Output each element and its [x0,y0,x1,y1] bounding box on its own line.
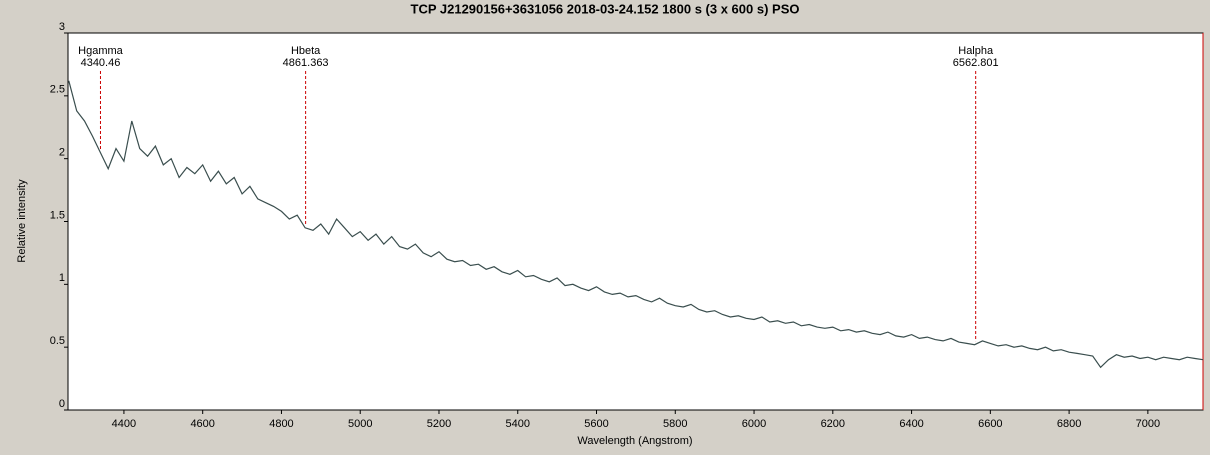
x-tick-label: 4400 [112,418,136,430]
y-tick-label: 2 [59,147,65,159]
x-tick-label: 6000 [742,418,766,430]
annotation-name: Halpha [958,45,994,57]
annotation-value: 4861.363 [283,57,329,69]
x-tick-label: 4600 [190,418,214,430]
plot-area [67,32,1204,411]
y-tick-label: 0 [59,398,65,410]
annotation-name: Hgamma [78,45,124,57]
y-tick-label: 2.5 [50,84,65,96]
y-tick-label: 0.5 [50,335,65,347]
x-tick-label: 4800 [269,418,293,430]
chart-title: TCP J21290156+3631056 2018-03-24.152 180… [411,1,800,16]
y-tick-label: 3 [59,21,65,33]
x-tick-label: 5200 [427,418,451,430]
x-tick-label: 5000 [348,418,372,430]
x-tick-label: 5600 [584,418,608,430]
x-axis-label: Wavelength (Angstrom) [577,435,692,447]
x-tick-label: 5800 [663,418,687,430]
x-tick-label: 6600 [978,418,1002,430]
annotation-value: 6562.801 [953,57,999,69]
annotation-value: 4340.46 [81,57,121,69]
y-tick-label: 1 [59,272,65,284]
x-tick-label: 6200 [821,418,845,430]
y-axis-label: Relative intensity [16,179,28,263]
spectrum-line [68,80,1204,369]
x-tick-label: 7000 [1136,418,1160,430]
x-tick-label: 6400 [899,418,923,430]
annotation-name: Hbeta [291,45,321,57]
x-tick-label: 6800 [1057,418,1081,430]
y-tick-label: 1.5 [50,209,65,221]
x-tick-label: 5400 [506,418,530,430]
